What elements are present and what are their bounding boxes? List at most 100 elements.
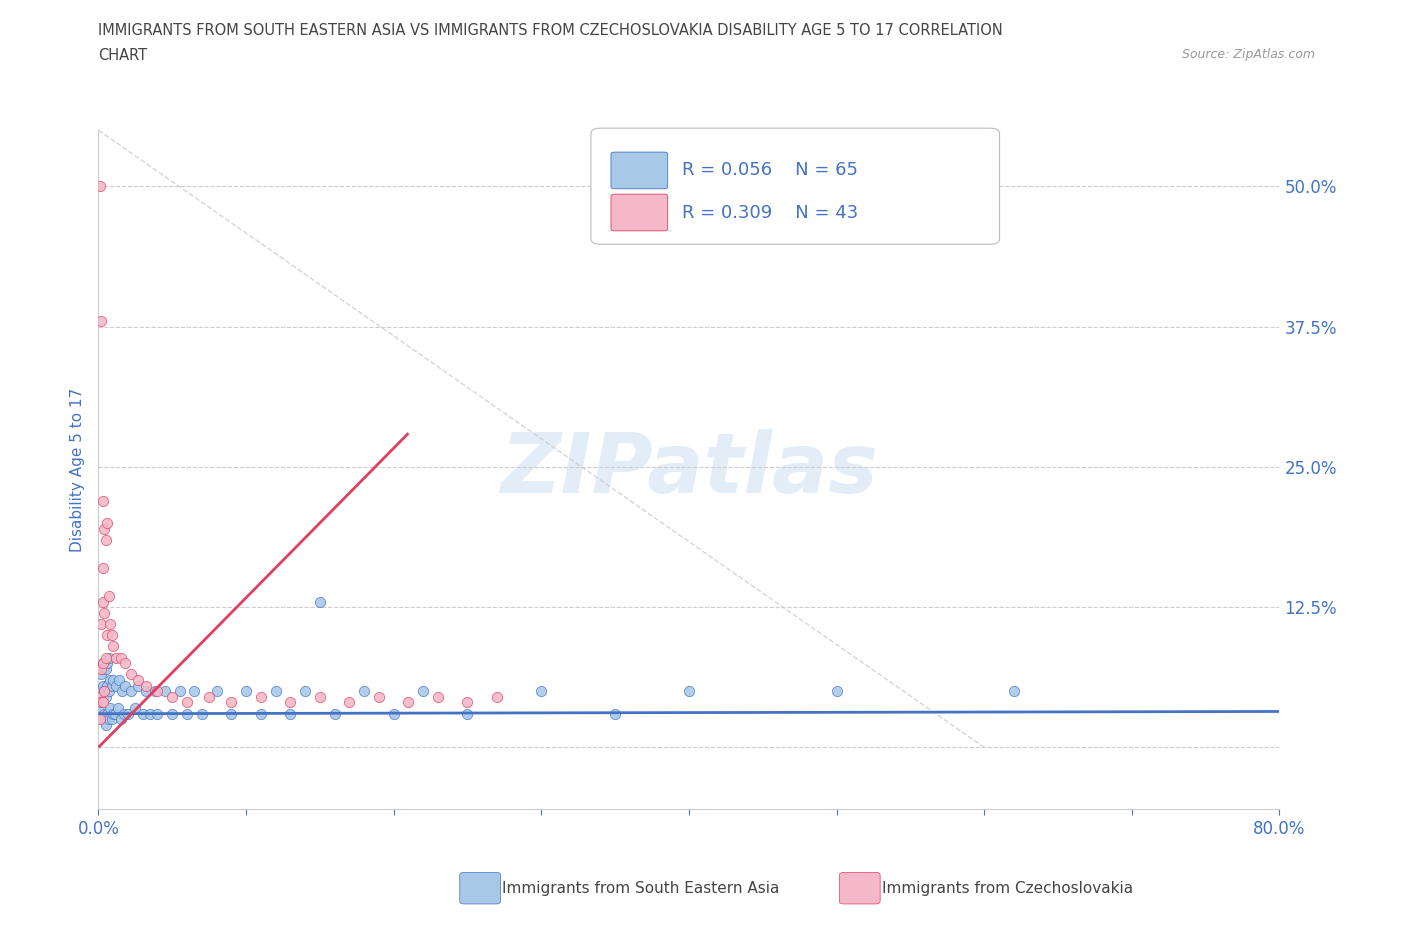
Point — [98, 617, 121, 631]
Point — [96, 628, 118, 643]
Point — [114, 678, 136, 693]
Point — [309, 689, 332, 704]
Point — [91, 561, 114, 576]
Point — [250, 689, 273, 704]
Point — [94, 718, 117, 733]
Point — [396, 695, 419, 710]
Point — [90, 695, 112, 710]
Point — [96, 656, 118, 671]
Point — [176, 706, 198, 721]
Point — [294, 684, 316, 698]
Point — [162, 689, 183, 704]
Point — [93, 661, 115, 676]
FancyBboxPatch shape — [591, 128, 1000, 245]
Point — [90, 667, 112, 682]
Point — [339, 695, 360, 710]
Point — [235, 684, 257, 698]
Point — [278, 706, 302, 721]
Point — [110, 650, 132, 665]
Text: R = 0.056    N = 65: R = 0.056 N = 65 — [682, 162, 858, 179]
Text: IMMIGRANTS FROM SOUTH EASTERN ASIA VS IMMIGRANTS FROM CZECHOSLOVAKIA DISABILITY : IMMIGRANTS FROM SOUTH EASTERN ASIA VS IM… — [98, 23, 1002, 38]
Point — [91, 711, 114, 726]
Point — [183, 684, 205, 698]
Point — [91, 493, 114, 508]
Point — [120, 684, 142, 698]
Point — [427, 689, 450, 704]
Point — [124, 700, 146, 715]
Point — [127, 678, 149, 693]
Point — [117, 706, 139, 721]
Point — [219, 695, 242, 710]
Point — [382, 706, 405, 721]
Point — [198, 689, 221, 704]
Point — [127, 672, 149, 687]
Point — [94, 650, 117, 665]
Text: Source: ZipAtlas.com: Source: ZipAtlas.com — [1181, 48, 1315, 61]
Point — [146, 706, 169, 721]
Point — [103, 672, 125, 687]
Point — [105, 650, 128, 665]
Point — [825, 684, 848, 698]
Point — [94, 689, 117, 704]
Point — [89, 689, 111, 704]
Text: Immigrants from South Eastern Asia: Immigrants from South Eastern Asia — [502, 881, 779, 896]
Point — [90, 617, 112, 631]
Point — [89, 711, 111, 726]
Point — [89, 179, 111, 193]
Point — [89, 684, 111, 698]
FancyBboxPatch shape — [612, 194, 668, 231]
Point — [91, 678, 114, 693]
Point — [104, 706, 127, 721]
Point — [368, 689, 391, 704]
Point — [205, 684, 228, 698]
Point — [90, 313, 112, 328]
Point — [97, 711, 120, 726]
Point — [139, 706, 162, 721]
Point — [91, 656, 114, 671]
Point — [323, 706, 346, 721]
Point — [91, 695, 114, 710]
Point — [191, 706, 214, 721]
Point — [605, 706, 627, 721]
Point — [146, 684, 169, 698]
Text: Immigrants from Czechoslovakia: Immigrants from Czechoslovakia — [882, 881, 1133, 896]
Point — [93, 684, 115, 698]
Point — [143, 684, 166, 698]
Point — [107, 700, 129, 715]
Point — [112, 706, 135, 721]
Point — [93, 521, 115, 536]
Point — [162, 706, 183, 721]
Point — [90, 661, 112, 676]
Point — [250, 706, 273, 721]
Point — [108, 672, 131, 687]
Point — [97, 684, 120, 698]
Point — [94, 661, 117, 676]
Text: R = 0.309    N = 43: R = 0.309 N = 43 — [682, 204, 858, 221]
Point — [132, 706, 155, 721]
Point — [93, 684, 115, 698]
Point — [97, 589, 120, 604]
Point — [678, 684, 700, 698]
Point — [96, 706, 118, 721]
Point — [100, 678, 122, 693]
Point — [100, 628, 122, 643]
Point — [98, 672, 121, 687]
Point — [91, 656, 114, 671]
Point — [96, 678, 118, 693]
Point — [135, 684, 157, 698]
Point — [219, 706, 242, 721]
Point — [456, 706, 478, 721]
Point — [96, 515, 118, 530]
Point — [93, 706, 115, 721]
Point — [98, 700, 121, 715]
Point — [114, 656, 136, 671]
Point — [105, 678, 128, 693]
Point — [309, 594, 332, 609]
Point — [91, 594, 114, 609]
Point — [110, 711, 132, 726]
Point — [103, 706, 125, 721]
Point — [264, 684, 287, 698]
Point — [93, 605, 115, 620]
Text: CHART: CHART — [98, 48, 148, 63]
Point — [353, 684, 375, 698]
